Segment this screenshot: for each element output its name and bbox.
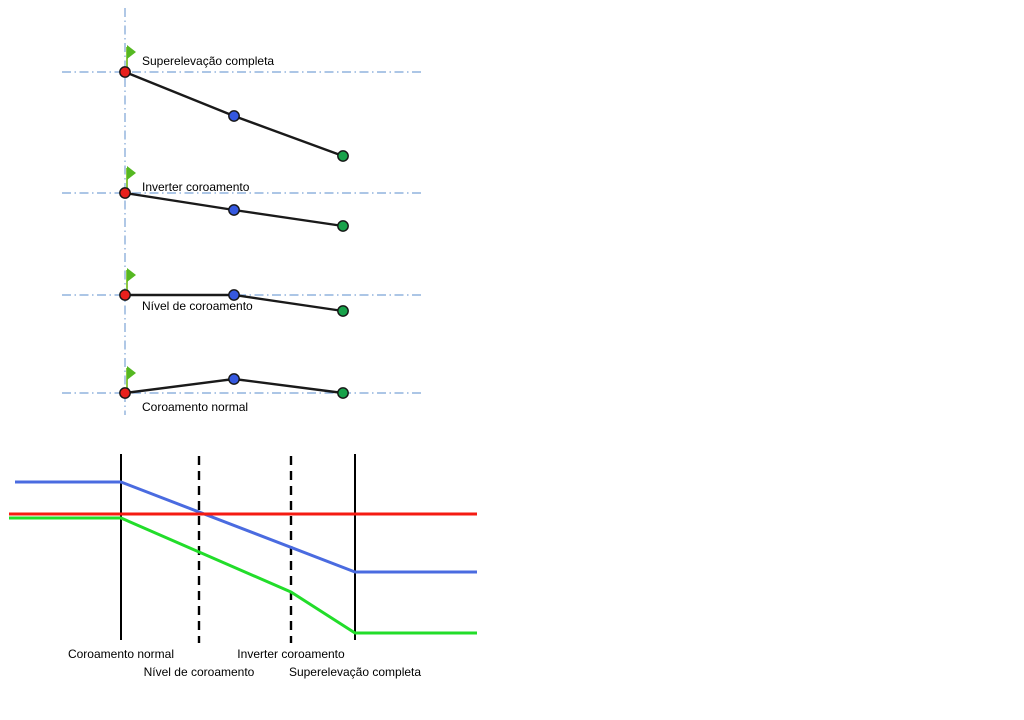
green-point-1 — [337, 220, 349, 232]
red-point-1 — [119, 187, 131, 199]
green-edge-profile — [9, 516, 477, 635]
blue-point-3 — [228, 373, 240, 385]
red-point-2 — [119, 289, 131, 301]
blue-point-0 — [228, 110, 240, 122]
blue-point-1 — [228, 204, 240, 216]
blue-edge-profile — [15, 480, 477, 574]
flag-icon-3 — [127, 366, 136, 380]
blue-point-2 — [228, 289, 240, 301]
red-point-3 — [119, 387, 131, 399]
green-point-0 — [337, 150, 349, 162]
flag-icon-0 — [127, 45, 136, 59]
flag-icon-2 — [127, 268, 136, 282]
flag-icon-1 — [127, 166, 136, 180]
green-point-3 — [337, 387, 349, 399]
red-point-0 — [119, 66, 131, 78]
green-point-2 — [337, 305, 349, 317]
